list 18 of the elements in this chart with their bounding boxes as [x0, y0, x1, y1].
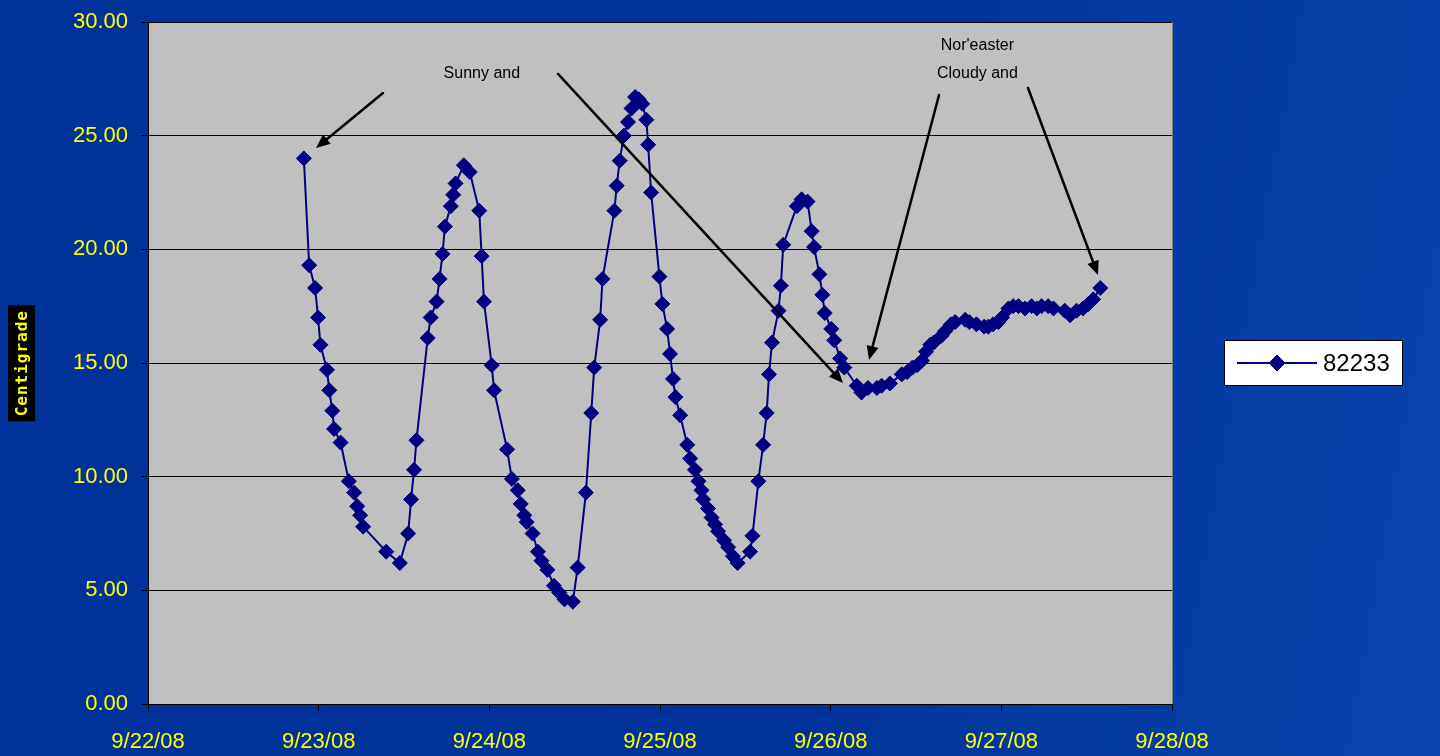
x-tick-label: 9/23/08: [281, 728, 356, 754]
y-tick-label: 10.00: [72, 462, 128, 488]
x-tick-label: 9/27/08: [964, 728, 1039, 754]
y-tick-label: 30.00: [72, 8, 128, 34]
x-tick-label: 9/26/08: [793, 728, 868, 754]
x-tick-label: 9/22/08: [111, 728, 185, 754]
y-tick-label: 25.00: [72, 121, 128, 147]
y-tick-label: 20.00: [72, 235, 128, 261]
x-tick-label: 9/25/08: [623, 728, 697, 754]
annotation: Nor'easter Cloudy and: [936, 35, 1018, 81]
y-tick-label: 15.00: [72, 349, 128, 375]
y-axis-title: Centigrade: [8, 304, 35, 422]
x-tick-label: 9/28/08: [1135, 728, 1209, 754]
y-tick-label: 0.00: [85, 690, 128, 716]
x-tick-label: 9/24/08: [452, 728, 527, 754]
legend-label: 82233: [1323, 349, 1390, 377]
annotation: Sunny and: [443, 64, 521, 82]
y-tick-label: 5.00: [85, 576, 128, 602]
